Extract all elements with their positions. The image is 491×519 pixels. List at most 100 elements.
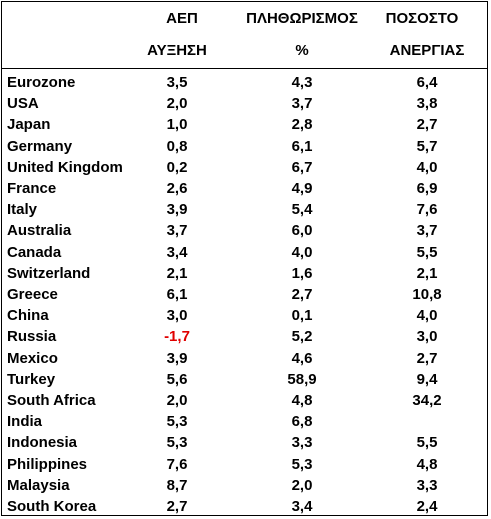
unemployment-cell: 6,4 <box>416 74 438 91</box>
table-row: South Korea 2,7 3,4 2,4 <box>2 496 487 517</box>
table-row: Italy 3,9 5,4 7,6 <box>2 199 487 220</box>
country-cell: Japan <box>7 116 51 134</box>
country-cell: Eurozone <box>7 74 76 91</box>
table-row: Japan 1,0 2,8 2,7 <box>2 114 487 135</box>
inflation-cell: 0,1 <box>291 307 313 325</box>
unemployment-cell: 3,8 <box>416 95 438 113</box>
country-cell: Philippines <box>7 455 88 473</box>
unemployment-cell: 34,2 <box>412 392 442 409</box>
header-row-1: ΑΕΠ ΠΛΗΘΩΡΙΣΜΟΣ ΠΟΣΟΣΤΟ <box>2 8 487 29</box>
inflation-cell: 1,6 <box>291 264 313 282</box>
unemployment-cell: 2,4 <box>416 498 438 515</box>
unemployment-cell: 4,8 <box>416 455 438 473</box>
inflation-cell: 6,8 <box>291 413 313 431</box>
unemployment-cell: 3,0 <box>416 328 438 346</box>
inflation-cell: 58,9 <box>287 370 317 388</box>
country-cell: Italy <box>7 201 38 219</box>
table-row: Australia 3,7 6,0 3,7 <box>2 220 487 241</box>
inflation-cell: 4,6 <box>291 349 313 367</box>
header-divider <box>2 68 487 69</box>
table-row: Germany 0,8 6,1 5,7 <box>2 136 487 157</box>
inflation-cell: 5,4 <box>291 201 313 219</box>
header-row-2: ΑΥΞΗΣΗ % ΑΝΕΡΓΙΑΣ <box>2 40 487 61</box>
table-row: Indonesia 5,3 3,3 5,5 <box>2 432 487 453</box>
header-gdp: ΑΕΠ <box>166 10 198 27</box>
country-cell: Germany <box>7 137 73 155</box>
table-row: Greece 6,1 2,7 10,8 <box>2 284 487 305</box>
table-row: Russia -1,7 5,2 3,0 <box>2 326 487 347</box>
inflation-cell: 4,0 <box>291 243 313 261</box>
inflation-cell: 6,1 <box>291 137 313 155</box>
inflation-cell: 3,7 <box>291 95 313 113</box>
unemployment-cell: 3,3 <box>416 476 438 494</box>
gdp-cell: 3,5 <box>166 74 188 91</box>
table-row: United Kingdom 0,2 6,7 4,0 <box>2 157 487 178</box>
gdp-cell: 0,8 <box>166 137 188 155</box>
country-cell: Canada <box>7 243 62 261</box>
header-unemployment-sub: ΑΝΕΡΓΙΑΣ <box>389 42 465 59</box>
country-cell: Mexico <box>7 349 58 367</box>
gdp-cell: 1,0 <box>166 116 188 134</box>
unemployment-cell: 10,8 <box>412 286 442 303</box>
gdp-cell: 3,7 <box>166 222 188 240</box>
country-cell: South Africa <box>7 392 96 409</box>
table-row: Malaysia 8,7 2,0 3,3 <box>2 475 487 496</box>
table-row: Turkey 5,6 58,9 9,4 <box>2 369 487 390</box>
inflation-cell: 3,4 <box>291 498 313 515</box>
gdp-cell: 3,0 <box>166 307 188 325</box>
gdp-cell: 5,6 <box>166 370 188 388</box>
unemployment-cell: 2,7 <box>416 116 438 134</box>
country-cell: Russia <box>7 328 57 346</box>
inflation-cell: 4,8 <box>291 392 313 409</box>
gdp-cell: 3,9 <box>166 201 188 219</box>
table-row: Eurozone 3,5 4,3 6,4 <box>2 72 487 93</box>
table-row: India 5,3 6,8 <box>2 411 487 432</box>
country-cell: Indonesia <box>7 434 78 452</box>
gdp-cell: 2,7 <box>166 498 188 515</box>
inflation-cell: 2,7 <box>291 286 313 303</box>
unemployment-cell: 5,7 <box>416 137 438 155</box>
gdp-cell: 2,0 <box>166 95 188 113</box>
unemployment-cell: 9,4 <box>416 370 438 388</box>
country-cell: Turkey <box>7 370 56 388</box>
unemployment-cell: 2,1 <box>416 264 438 282</box>
table-row: South Africa 2,0 4,8 34,2 <box>2 390 487 411</box>
gdp-cell: 3,9 <box>166 349 188 367</box>
unemployment-cell: 2,7 <box>416 349 438 367</box>
table-row: China 3,0 0,1 4,0 <box>2 305 487 326</box>
table-body: Eurozone 3,5 4,3 6,4 USA 2,0 3,7 3,8 Japan 1,0 2,8… <box>2 72 487 515</box>
inflation-cell: 2,0 <box>291 476 313 494</box>
table-row: USA 2,0 3,7 3,8 <box>2 93 487 114</box>
unemployment-cell: 5,5 <box>416 434 438 452</box>
gdp-cell: 8,7 <box>166 476 188 494</box>
country-cell: Greece <box>7 286 58 303</box>
unemployment-cell: 7,6 <box>416 201 438 219</box>
table-row: Philippines 7,6 5,3 4,8 <box>2 454 487 475</box>
gdp-cell: -1,7 <box>164 328 190 346</box>
unemployment-cell <box>372 411 482 432</box>
country-cell: South Korea <box>7 498 97 515</box>
gdp-cell: 3,4 <box>166 243 188 261</box>
unemployment-cell: 3,7 <box>416 222 438 240</box>
country-cell: France <box>7 180 57 197</box>
unemployment-cell: 4,0 <box>416 158 438 176</box>
gdp-cell: 0,2 <box>166 158 188 176</box>
country-cell: Australia <box>7 222 72 240</box>
country-cell: Switzerland <box>7 264 91 282</box>
header-gdp-sub: ΑΥΞΗΣΗ <box>147 42 207 59</box>
inflation-cell: 4,3 <box>291 74 313 91</box>
gdp-cell: 6,1 <box>166 286 188 303</box>
gdp-cell: 7,6 <box>166 455 188 473</box>
gdp-cell: 2,0 <box>166 392 188 409</box>
country-cell: United Kingdom <box>7 158 123 176</box>
header-unemployment: ΠΟΣΟΣΤΟ <box>385 10 459 27</box>
inflation-cell: 6,0 <box>291 222 313 240</box>
country-cell: China <box>7 307 49 325</box>
gdp-cell: 5,3 <box>166 434 188 452</box>
inflation-cell: 6,7 <box>291 158 313 176</box>
table-row: Mexico 3,9 4,6 2,7 <box>2 348 487 369</box>
unemployment-cell: 5,5 <box>416 243 438 261</box>
inflation-cell: 3,3 <box>291 434 313 452</box>
gdp-cell: 2,6 <box>166 180 188 197</box>
